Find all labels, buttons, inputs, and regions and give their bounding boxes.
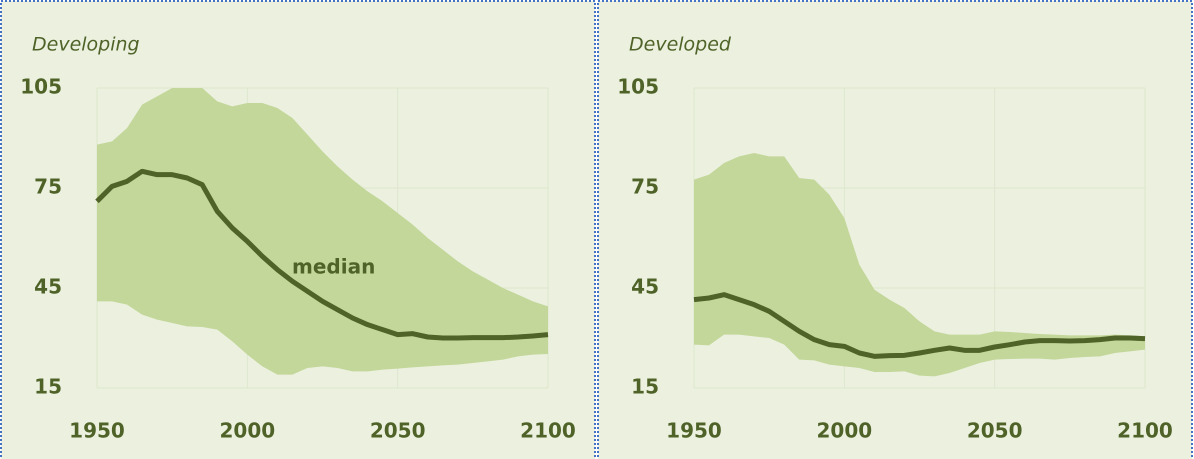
x-tick-label: 2000 (219, 419, 275, 443)
x-tick-label: 2100 (1117, 419, 1173, 443)
range-band (97, 88, 548, 375)
median-line (693, 292, 1146, 359)
y-tick-label: 15 (631, 375, 659, 399)
panel (597, 0, 1193, 459)
y-tick-label: 45 (631, 275, 659, 299)
y-tick-label: 45 (34, 275, 62, 299)
x-tick-label: 2100 (520, 419, 576, 443)
range-band (694, 153, 1145, 377)
chart-title: Developed (629, 34, 732, 56)
x-tick-label: 2050 (967, 419, 1023, 443)
annotation: median (292, 255, 375, 279)
y-tick-label: 75 (631, 175, 659, 199)
y-tick-label: 105 (617, 75, 659, 99)
y-tick-label: 105 (20, 75, 62, 99)
x-tick-label: 2050 (370, 419, 426, 443)
x-tick-label: 1950 (666, 419, 722, 443)
y-tick-label: 75 (34, 175, 62, 199)
y-tick-label: 15 (34, 375, 62, 399)
x-tick-label: 2000 (816, 419, 872, 443)
chart-title: Developing (32, 34, 140, 56)
x-tick-label: 1950 (69, 419, 125, 443)
median-line (95, 168, 549, 341)
